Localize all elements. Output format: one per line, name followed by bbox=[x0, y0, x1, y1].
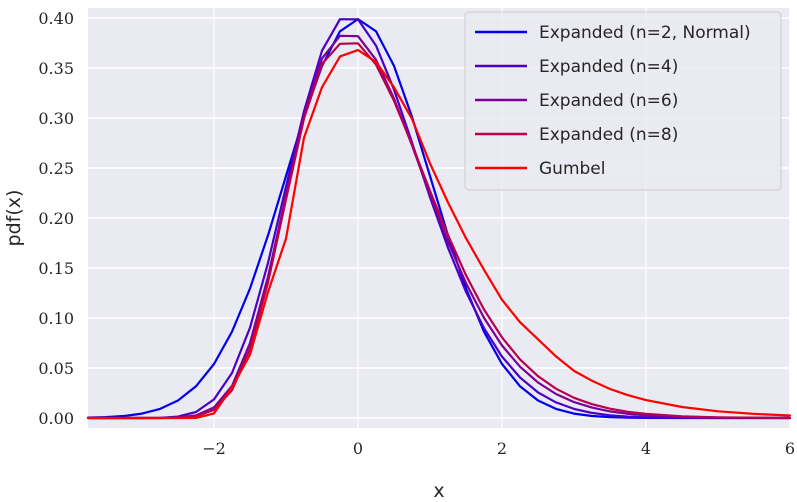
legend: Expanded (n=2, Normal) Expanded (n=4) Expa… bbox=[464, 11, 782, 191]
legend-label: Gumbel bbox=[539, 159, 605, 179]
y-tick-label: 0.30 bbox=[38, 109, 74, 128]
legend-label: Expanded (n=4) bbox=[539, 57, 678, 77]
x-tick-label: 0 bbox=[353, 439, 363, 458]
legend-label: Expanded (n=2, Normal) bbox=[539, 23, 751, 43]
legend-label: Expanded (n=8) bbox=[539, 125, 678, 145]
x-tick-label: 4 bbox=[641, 439, 651, 458]
y-tick-label: 0.10 bbox=[38, 309, 74, 328]
x-axis-label: x bbox=[433, 480, 444, 502]
y-axis-label: pdf(x) bbox=[3, 190, 25, 247]
y-tick-label: 0.05 bbox=[38, 359, 74, 378]
x-tick-label: 2 bbox=[497, 439, 507, 458]
legend-box bbox=[464, 11, 782, 191]
y-tick-label: 0.15 bbox=[38, 259, 74, 278]
y-tick-label: 0.40 bbox=[38, 9, 74, 28]
series-line-3 bbox=[86, 42, 792, 420]
y-tick-label: 0.00 bbox=[38, 409, 74, 428]
y-tick-label: 0.25 bbox=[38, 159, 74, 178]
y-axis-ticks: 0.00 0.05 0.10 0.15 0.20 0.25 0.30 0.35 0.40 bbox=[38, 9, 74, 428]
legend-label: Expanded (n=6) bbox=[539, 91, 678, 111]
x-axis-ticks: −2 0 2 4 6 bbox=[202, 439, 795, 458]
series-line-1 bbox=[86, 18, 792, 420]
series-line-0 bbox=[86, 18, 792, 420]
series-line-4 bbox=[86, 48, 792, 420]
y-tick-label: 0.35 bbox=[38, 59, 74, 78]
x-tick-label: −2 bbox=[202, 439, 226, 458]
y-tick-label: 0.20 bbox=[38, 209, 74, 228]
x-tick-label: 6 bbox=[785, 439, 795, 458]
series-layer bbox=[86, 18, 792, 420]
